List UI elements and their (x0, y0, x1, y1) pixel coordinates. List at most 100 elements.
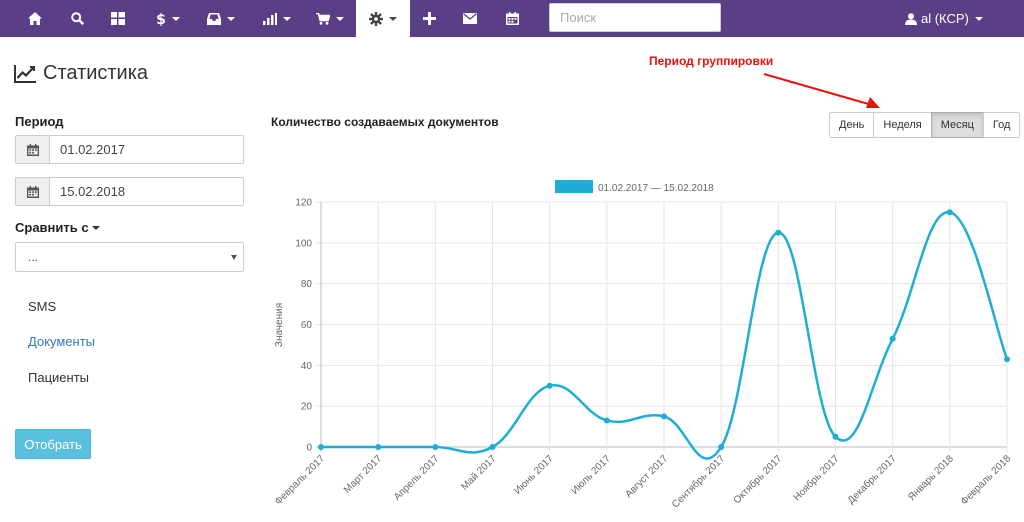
dollar-icon: $ (156, 12, 166, 26)
envelope-icon (463, 13, 477, 24)
x-tick-label: Март 2017 (342, 453, 385, 496)
data-point[interactable] (946, 209, 953, 216)
y-tick-label: 60 (301, 320, 313, 331)
date-from-input[interactable]: 01.02.2017 (60, 142, 126, 157)
nav-dashboard[interactable] (101, 0, 135, 37)
period-button-group: День Неделя Месяц Год (829, 112, 1021, 138)
compare-label: Сравнить с (15, 220, 89, 235)
dashboard-icon (111, 12, 125, 25)
data-point[interactable] (775, 229, 782, 236)
y-axis-ticks: 0 20 40 60 80 100 120 (295, 198, 312, 454)
data-point[interactable] (889, 335, 896, 342)
nav-search[interactable] (60, 0, 94, 37)
period-year-button[interactable]: Год (982, 112, 1021, 138)
nav-stats[interactable] (252, 0, 302, 37)
user-icon (905, 12, 917, 25)
sidebar-item-documents[interactable]: Документы (28, 334, 96, 349)
chevron-down-icon (389, 16, 397, 21)
period-month-button[interactable]: Месяц (930, 112, 984, 138)
chevron-down-icon (283, 16, 291, 21)
annotation-arrow (763, 73, 880, 108)
apply-button[interactable]: Отобрать (15, 429, 91, 459)
nav-add[interactable] (412, 0, 446, 37)
search-icon (70, 12, 84, 25)
cart-icon (316, 12, 330, 25)
chevron-down-icon (91, 225, 100, 230)
nav-calendar[interactable] (495, 0, 529, 37)
user-menu[interactable]: al (КСР) (905, 0, 983, 37)
page-title: Статистика (14, 62, 148, 85)
y-axis-label: Значения (274, 303, 285, 347)
date-to-addon[interactable] (16, 178, 50, 205)
plus-icon (422, 12, 436, 25)
nav-finance[interactable]: $ (144, 0, 192, 37)
x-tick-label: Июль 2017 (569, 453, 613, 497)
chevron-down-icon (336, 16, 344, 21)
y-tick-label: 80 (301, 279, 313, 290)
data-point[interactable] (832, 433, 839, 440)
chart-title: Количество создаваемых документов (271, 115, 499, 129)
chevron-down-icon (227, 16, 235, 21)
chevron-down-icon (172, 16, 180, 21)
y-tick-label: 0 (306, 443, 312, 454)
chevron-down-icon (974, 16, 983, 21)
date-from-addon[interactable] (16, 136, 50, 163)
search-input[interactable] (549, 3, 721, 32)
data-point[interactable] (603, 417, 610, 424)
y-tick-label: 100 (295, 238, 312, 249)
calendar-icon (26, 143, 39, 156)
line-chart-icon (14, 64, 36, 83)
stats-icon (263, 12, 277, 25)
y-tick-label: 40 (301, 361, 313, 372)
sidebar-item-sms[interactable]: SMS (28, 299, 57, 314)
page-title-text: Статистика (43, 62, 149, 84)
documents-line-chart: 0 20 40 60 80 100 120 Февраль 2017 Март 2017 Апр… (273, 180, 1014, 510)
x-tick-label: Февраль 2018 (959, 453, 1014, 508)
y-tick-label: 20 (301, 402, 313, 413)
period-day-button[interactable]: День (829, 112, 875, 138)
compare-select[interactable]: ... (15, 242, 244, 272)
x-axis-ticks: Февраль 2017 Март 2017 Апрель 2017 Май 2017… (273, 452, 1014, 510)
data-point[interactable] (318, 444, 324, 450)
x-tick-label: Январь 2018 (906, 453, 956, 503)
data-point[interactable] (489, 444, 496, 450)
top-navbar: $ al (КСР) (0, 0, 1024, 37)
annotation-label: Период группировки (649, 54, 774, 68)
x-tick-label: Июнь 2017 (512, 453, 556, 497)
legend-swatch[interactable] (555, 180, 593, 193)
date-to-group[interactable]: 15.02.2018 (15, 177, 244, 206)
nav-inbox[interactable] (196, 0, 246, 37)
svg-text:$: $ (156, 12, 166, 26)
data-point[interactable] (432, 444, 439, 450)
x-tick-label: Ноябрь 2017 (791, 452, 842, 503)
data-point[interactable] (718, 444, 725, 450)
date-to-input[interactable]: 15.02.2018 (60, 184, 126, 199)
x-tick-label: Октябрь 2017 (731, 452, 785, 506)
x-tick-label: Декабрь 2017 (845, 452, 899, 506)
y-tick-label: 120 (295, 198, 312, 209)
series-points (318, 209, 1010, 450)
compare-select-value: ... (28, 250, 39, 264)
date-from-group[interactable]: 01.02.2017 (15, 135, 244, 164)
x-tick-label: Сентябрь 2017 (669, 452, 727, 510)
calendar-icon (26, 185, 39, 198)
home-icon (28, 12, 42, 25)
data-point[interactable] (1004, 356, 1010, 363)
gear-icon (369, 11, 383, 26)
data-point[interactable] (546, 382, 553, 389)
x-tick-label: Май 2017 (459, 453, 499, 493)
chart-grid (316, 201, 1008, 452)
x-tick-label: Август 2017 (623, 453, 670, 500)
legend-entry[interactable]: 01.02.2017 — 15.02.2018 (598, 183, 714, 194)
calendar-icon (505, 12, 519, 25)
period-week-button[interactable]: Неделя (873, 112, 932, 138)
nav-home[interactable] (18, 0, 52, 37)
sidebar-item-patients[interactable]: Пациенты (28, 370, 89, 385)
compare-dropdown-toggle[interactable]: Сравнить с (15, 220, 100, 235)
data-point[interactable] (375, 444, 382, 450)
x-tick-label: Апрель 2017 (392, 453, 442, 503)
nav-messages[interactable] (453, 0, 487, 37)
nav-settings[interactable] (356, 0, 410, 37)
data-point[interactable] (661, 413, 667, 420)
nav-cart[interactable] (306, 0, 354, 37)
